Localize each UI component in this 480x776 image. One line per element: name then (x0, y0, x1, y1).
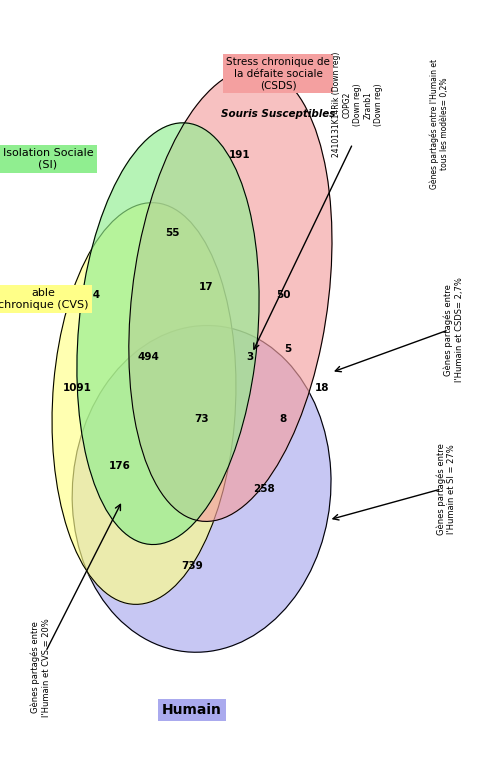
Text: Gènes partagés entre
l'Humain et CVS = 20%: Gènes partagés entre l'Humain et CVS = 2… (31, 618, 51, 717)
Text: 191: 191 (229, 151, 251, 160)
Text: 258: 258 (253, 484, 275, 494)
Text: 1091: 1091 (62, 383, 91, 393)
Text: Gènes partagés entre
l'Humain et CSDS= 2,7%: Gènes partagés entre l'Humain et CSDS= 2… (444, 277, 464, 383)
Ellipse shape (129, 68, 332, 521)
Text: 494: 494 (138, 352, 160, 362)
Text: 176: 176 (109, 461, 131, 470)
Text: Humain: Humain (162, 703, 222, 717)
Text: 1514: 1514 (72, 290, 101, 300)
Text: 5: 5 (284, 345, 292, 354)
Text: able
chronique (CVS): able chronique (CVS) (0, 288, 88, 310)
Text: Souris Susceptibles: Souris Susceptibles (221, 109, 336, 119)
Text: 2410131K14Rik (Down reg)
COPG2
(Down reg)
Zranb1
(Down reg): 2410131K14Rik (Down reg) COPG2 (Down reg… (332, 52, 383, 158)
Text: 73: 73 (194, 414, 209, 424)
Text: Stress chronique de
la défaite sociale
(CSDS): Stress chronique de la défaite sociale (… (227, 57, 330, 90)
Text: Isolation Sociale
(SI): Isolation Sociale (SI) (3, 148, 93, 170)
Text: Gènes partagés entre l'Humain et
tous les modèles= 0,2%: Gènes partagés entre l'Humain et tous le… (429, 59, 449, 189)
Text: 55: 55 (166, 228, 180, 237)
Ellipse shape (72, 325, 331, 653)
Text: 18: 18 (314, 383, 329, 393)
Text: Gènes partagés entre
l'Humain et SI = 27%: Gènes partagés entre l'Humain et SI = 27… (436, 443, 456, 535)
Text: 17: 17 (199, 282, 214, 292)
Text: 8: 8 (279, 414, 287, 424)
Ellipse shape (77, 123, 259, 545)
Ellipse shape (52, 203, 236, 605)
Text: 739: 739 (181, 562, 203, 571)
Text: 3: 3 (246, 352, 253, 362)
Text: 50: 50 (276, 290, 290, 300)
